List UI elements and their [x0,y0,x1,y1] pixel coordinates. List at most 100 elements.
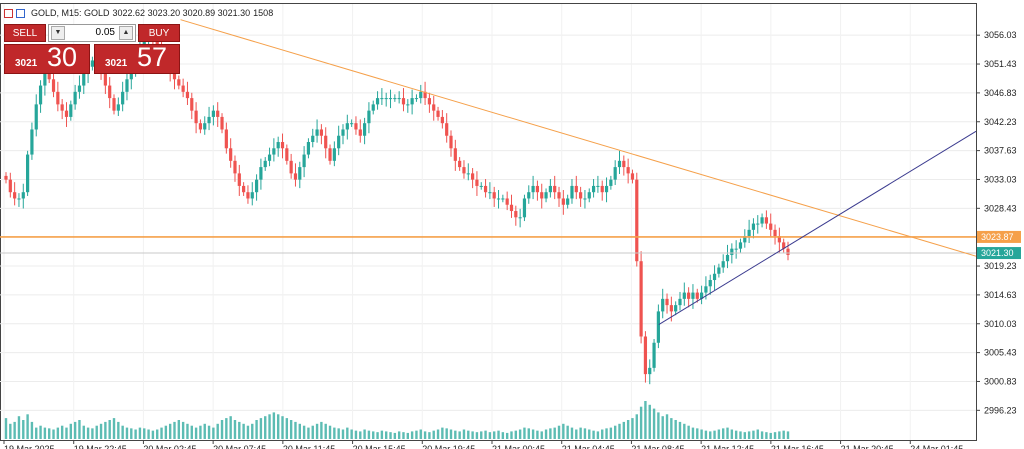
volume-bar [613,425,617,439]
candle-body [535,185,540,193]
candle-body [708,280,712,287]
price-tick-label: 3033.03 [984,174,1017,184]
volume-bar [104,421,107,439]
candle-body [544,192,548,199]
volume-bar [82,425,85,439]
candle-body [514,211,518,218]
volume-bar [186,423,189,439]
lot-increase-icon[interactable]: ▲ [119,26,133,40]
candle-body [682,292,686,299]
symbol-icon[interactable] [16,8,25,18]
volume-bar [376,432,379,439]
candle-body [259,167,263,180]
buy-price-small: 3021 [105,58,128,69]
volume-bar [540,431,543,439]
time-tick-label: 20 Mar 07:45 [213,444,266,449]
candle-body [725,254,730,262]
volume-bar [765,432,768,439]
candle-body [267,154,272,161]
price-tick-label: 3042.23 [984,117,1017,127]
candle-body [678,298,682,306]
volume-bar [704,430,708,439]
time-tick-label: 21 Mar 04:45 [562,444,615,449]
volume-bar [380,430,384,439]
candle-body [220,116,224,130]
candle-body [60,104,64,111]
volume-bar [354,430,358,439]
volume-bar [255,420,258,439]
candle-body [125,79,129,92]
candle-body [639,261,643,337]
candle-body [384,98,388,100]
volume-bar [510,431,513,439]
sell-price-box[interactable]: 3021 30 [4,42,90,74]
volume-bar [328,425,332,439]
candle-body [73,91,77,105]
volume-bar [199,425,202,439]
volume-bars [4,401,790,439]
volume-bar [471,431,474,439]
volume-bar [726,427,729,439]
candle-body [185,91,190,99]
volume-bar [9,423,12,439]
candle-body [712,273,717,281]
current-price-label-bg [977,247,1021,260]
candle-body [687,292,691,299]
volume-bar [657,412,660,439]
volume-bar [419,429,422,439]
volume-bar [652,408,656,439]
price-tick-label: 3028.43 [984,203,1017,213]
volume-bar [445,428,448,439]
candle-body [591,185,596,193]
buy-button[interactable]: BUY [138,24,180,42]
volume-bar [661,416,664,439]
volume-bar [225,418,228,439]
candle-body [427,98,432,105]
volume-bar [30,421,34,439]
candle-body [600,185,604,193]
candle-body [285,148,289,161]
volume-bar [752,430,755,439]
volume-bar [462,429,466,439]
volume-bar [78,420,81,439]
candle-body [540,192,544,199]
volume-bar [320,421,323,439]
lot-decrease-icon[interactable]: ▼ [51,26,65,40]
volume-bar [130,428,133,439]
volume-bar [156,429,159,439]
candle-body [570,185,574,199]
volume-bar [397,431,401,439]
price-tick-label: 3005.43 [984,348,1017,358]
candle-body [458,160,462,168]
volume-bar [389,432,392,439]
candle-body [518,217,522,219]
sell-button[interactable]: SELL [4,24,46,42]
candle-body [453,148,457,161]
candle-body [207,116,211,124]
volume-bar [307,427,310,439]
candle-body [613,167,617,180]
lot-size-value[interactable]: 0.05 [95,27,115,38]
volume-bar [488,432,492,439]
volume-bar [48,428,51,439]
candle-body [69,104,73,117]
volume-bar [497,430,500,439]
volume-bar [428,432,431,439]
candle-body [548,185,552,193]
volume-bar [441,427,444,439]
buy-price-box[interactable]: 3021 57 [94,42,180,74]
candle-body [492,192,496,199]
candle-body [622,160,626,168]
candle-body [341,129,345,136]
volume-bar [523,427,526,439]
candle-body [579,192,583,199]
candle-body [674,305,678,312]
volume-bar [527,428,530,439]
chart-icon[interactable] [4,8,13,18]
volume-bar [575,429,578,439]
volume-bar [566,425,569,439]
lot-size-field[interactable]: ▼ 0.05 ▲ [48,24,136,42]
volume-bar [402,432,405,439]
volume-bar [696,428,699,439]
